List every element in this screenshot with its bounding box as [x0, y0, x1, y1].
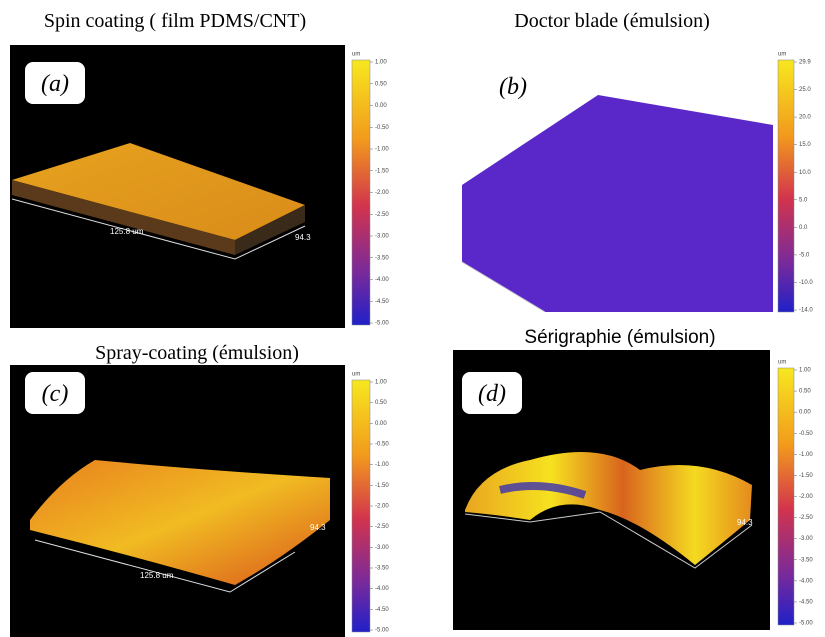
colorbar-tick-label: -3.50: [799, 557, 813, 563]
colorbar-unit: um: [352, 52, 360, 58]
surface-dip: [499, 482, 587, 499]
y-label: 94.3: [310, 523, 326, 532]
colorbar: [351, 59, 371, 326]
colorbar-tick-label: -14.0: [799, 308, 813, 314]
label-box: [25, 62, 85, 104]
colorbar-tick-label: -2.00: [375, 190, 389, 196]
colorbar-tick-label: -4.00: [375, 277, 389, 283]
colorbar-tick-label: -5.00: [375, 321, 389, 327]
colorbar-tick-label: 5.0: [799, 197, 808, 203]
x-label: 125.8 um: [110, 227, 144, 236]
colorbar-tick-label: -4.00: [799, 578, 813, 584]
label-box: [488, 66, 538, 106]
colorbar-tick-label: -5.00: [375, 628, 389, 634]
colorbar-unit: um: [778, 360, 786, 366]
colorbar-tick-label: -2.50: [799, 515, 813, 521]
colorbar-tick-label: -1.50: [375, 168, 389, 174]
colorbar-tick-label: -1.50: [375, 483, 389, 489]
panel-title: Sérigraphie (émulsion): [524, 327, 715, 348]
colorbar-tick-label: -0.50: [799, 431, 813, 437]
colorbar-tick-label: -10.0: [799, 280, 813, 286]
colorbar-tick-label: -3.00: [375, 545, 389, 551]
colorbar-tick-label: 0.0: [799, 225, 808, 231]
colorbar-tick-label: 1.00: [375, 380, 387, 386]
axis-line: [11, 198, 306, 260]
surface: [465, 452, 752, 565]
colorbar-tick-label: -3.50: [375, 255, 389, 261]
colorbar-tick-label: -3.00: [799, 536, 813, 542]
colorbar-tick-label: 0.00: [375, 103, 387, 109]
colorbar-tick-label: 25.0: [799, 87, 811, 93]
colorbar-tick-label: -2.50: [375, 524, 389, 530]
colorbar-tick-label: -4.50: [375, 299, 389, 305]
x-label: 125.8 um: [140, 571, 174, 580]
y-label: 94.3: [737, 518, 753, 527]
colorbar-tick-label: 0.50: [375, 400, 387, 406]
colorbar-tick-label: -2.50: [375, 212, 389, 218]
colorbar-tick-label: 10.0: [799, 170, 811, 176]
colorbar-tick-label: 1.00: [375, 60, 387, 66]
y-label: 94.3: [295, 233, 311, 242]
axis-line: [34, 539, 296, 593]
colorbar-tick-label: 29.9: [799, 60, 811, 66]
colorbar-tick-label: -1.00: [375, 462, 389, 468]
colorbar-tick-label: -1.00: [799, 452, 813, 458]
colorbar: [777, 59, 795, 313]
colorbar-tick-label: -4.50: [375, 607, 389, 613]
colorbar-tick-label: -3.50: [375, 566, 389, 572]
colorbar-tick-label: 20.0: [799, 115, 811, 121]
surface-side: [235, 205, 305, 255]
colorbar-unit: um: [352, 372, 360, 378]
surface-side: [12, 180, 235, 255]
panel-label: (b): [499, 74, 527, 100]
colorbar-tick-label: -2.00: [375, 504, 389, 510]
colorbar-tick-label: -4.00: [375, 586, 389, 592]
x-label: 125.8 um: [545, 531, 579, 540]
surface: [12, 143, 305, 240]
panel-title: Spin coating ( film PDMS/CNT): [44, 10, 306, 32]
colorbar-tick-label: -2.00: [799, 494, 813, 500]
colorbar-tick-label: 1.00: [799, 368, 811, 374]
axis-line: [461, 261, 546, 313]
colorbar-tick-label: -1.50: [799, 473, 813, 479]
surface: [462, 95, 773, 312]
colorbar-tick-label: 0.50: [375, 81, 387, 87]
label-box: [462, 372, 522, 414]
colorbar-tick-label: -5.0: [799, 252, 810, 258]
surface: [30, 460, 330, 585]
panel-title: Spray-coating (émulsion): [95, 342, 299, 364]
colorbar-tick-label: -4.50: [799, 599, 813, 605]
colorbar-unit: um: [778, 52, 786, 58]
panel-label: (d): [478, 381, 506, 407]
panel-title: Doctor blade (émulsion): [514, 10, 710, 32]
colorbar-tick-label: 0.00: [799, 410, 811, 416]
colorbar-tick-label: -3.00: [375, 234, 389, 240]
panel-label: (a): [41, 71, 69, 97]
colorbar-tick-label: 15.0: [799, 142, 811, 148]
colorbar-tick-label: -1.00: [375, 147, 389, 153]
colorbar: [777, 367, 795, 626]
colorbar: [351, 379, 371, 633]
panel-label: (c): [42, 381, 69, 407]
colorbar-tick-label: 0.00: [375, 421, 387, 427]
colorbar-tick-label: 0.50: [799, 389, 811, 395]
axis-line: [464, 511, 753, 569]
label-box: [25, 372, 85, 414]
colorbar-tick-label: -0.50: [375, 125, 389, 131]
colorbar-tick-label: -5.00: [799, 621, 813, 627]
colorbar-tick-label: -0.50: [375, 442, 389, 448]
